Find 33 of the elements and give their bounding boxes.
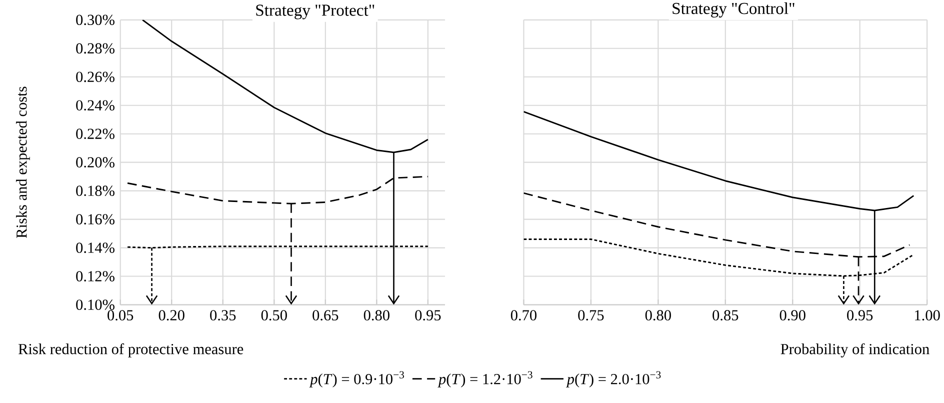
y-tick-label: 0.12% bbox=[76, 270, 114, 282]
y-tick-label: 0.28% bbox=[76, 43, 114, 54]
y-tick-label: 0.26% bbox=[76, 72, 114, 82]
x-tick-label: 0.90 bbox=[780, 310, 806, 320]
x-axis-title: Probability of indication bbox=[780, 343, 930, 358]
legend-label: p(T) = 2.0·10$^{−3}$ bbox=[566, 371, 661, 388]
y-tick-label: 0.16% bbox=[76, 214, 114, 224]
x-tick-label: 0.95 bbox=[415, 310, 441, 320]
x-tick-label: 0.35 bbox=[210, 310, 236, 320]
x-tick-label: 0.80 bbox=[364, 310, 390, 320]
x-tick-label: 1.00 bbox=[915, 310, 940, 320]
x-tick-label: 0.75 bbox=[578, 310, 604, 320]
legend-label: p(T) = 1.2·10$^{−3}$ bbox=[438, 371, 532, 388]
x-tick-label: 0.85 bbox=[712, 310, 738, 320]
y-tick-label: 0.14% bbox=[76, 242, 114, 253]
y-tick-label: 0.24% bbox=[76, 100, 114, 110]
y-tick-label: 0.18% bbox=[76, 185, 114, 196]
legend-label: p(T) = 0.9·10$^{−3}$ bbox=[309, 371, 404, 388]
x-tick-label: 0.70 bbox=[510, 310, 536, 320]
x-tick-label: 0.05 bbox=[108, 310, 134, 320]
y-tick-label: 0.20% bbox=[76, 157, 114, 168]
y-axis-title: Risks and expected costs bbox=[16, 86, 30, 238]
x-axis-title: Risk reduction of protective measure bbox=[18, 343, 244, 358]
y-tick-label: 0.10% bbox=[76, 299, 114, 310]
chart-title: Strategy "Control" bbox=[672, 2, 794, 18]
chart-title: Strategy "Protect" bbox=[256, 4, 374, 20]
x-tick-label: 0.95 bbox=[847, 310, 873, 320]
x-tick-label: 0.80 bbox=[645, 310, 671, 320]
x-tick-label: 0.20 bbox=[158, 310, 184, 320]
y-tick-label: 0.30% bbox=[76, 14, 114, 25]
x-tick-label: 0.50 bbox=[261, 310, 287, 320]
x-tick-label: 0.65 bbox=[312, 310, 338, 320]
y-tick-label: 0.22% bbox=[76, 128, 114, 139]
